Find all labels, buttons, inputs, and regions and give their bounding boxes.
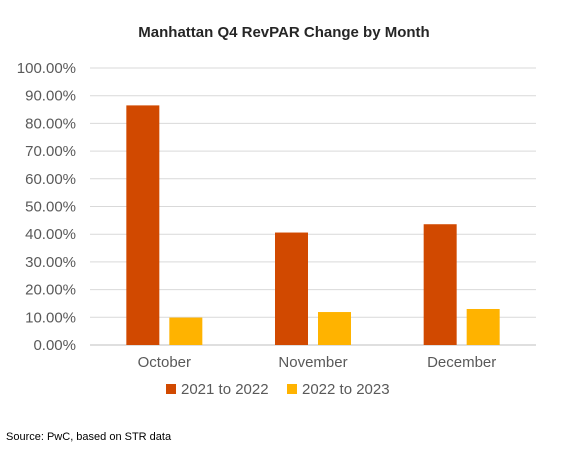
legend-label: 2022 to 2023 — [302, 381, 390, 398]
legend-swatch — [166, 384, 176, 394]
y-axis-tick-labels: 0.00% 10.00% 20.00% 30.00% 40.00% 50.00% 60.00… — [17, 60, 76, 354]
source-note: Source: PwC, based on STR data — [6, 431, 172, 443]
chart-title: Manhattan Q4 RevPAR Change by Month — [138, 24, 430, 41]
y-tick-label: 50.00% — [25, 199, 76, 216]
y-tick-label: 80.00% — [25, 115, 76, 132]
bar-november-series-2 — [318, 312, 351, 345]
y-tick-label: 20.00% — [25, 282, 76, 299]
x-category-label: December — [427, 354, 496, 371]
legend-label: 2021 to 2022 — [181, 381, 269, 398]
bar-november-series-1 — [275, 232, 308, 345]
bar-october-series-2 — [169, 317, 203, 345]
y-tick-label: 100.00% — [17, 60, 76, 77]
y-tick-label: 90.00% — [25, 88, 76, 105]
y-tick-label: 10.00% — [25, 309, 76, 326]
y-tick-label: 30.00% — [25, 254, 76, 271]
bar-december-series-2 — [466, 308, 500, 345]
bar-december-series-1 — [423, 224, 457, 345]
bars — [126, 105, 500, 346]
y-tick-label: 70.00% — [25, 143, 76, 160]
x-category-label: November — [278, 354, 347, 371]
legend-swatch — [287, 384, 297, 394]
y-tick-label: 40.00% — [25, 226, 76, 243]
legend: 2021 to 2022 2022 to 2023 — [166, 381, 390, 398]
gridlines — [90, 67, 536, 346]
bar-october-series-1 — [126, 105, 160, 346]
x-category-label: October — [138, 354, 191, 371]
x-axis-category-labels: October November December — [138, 354, 497, 371]
y-tick-label: 60.00% — [25, 171, 76, 188]
y-tick-label: 0.00% — [33, 337, 76, 354]
